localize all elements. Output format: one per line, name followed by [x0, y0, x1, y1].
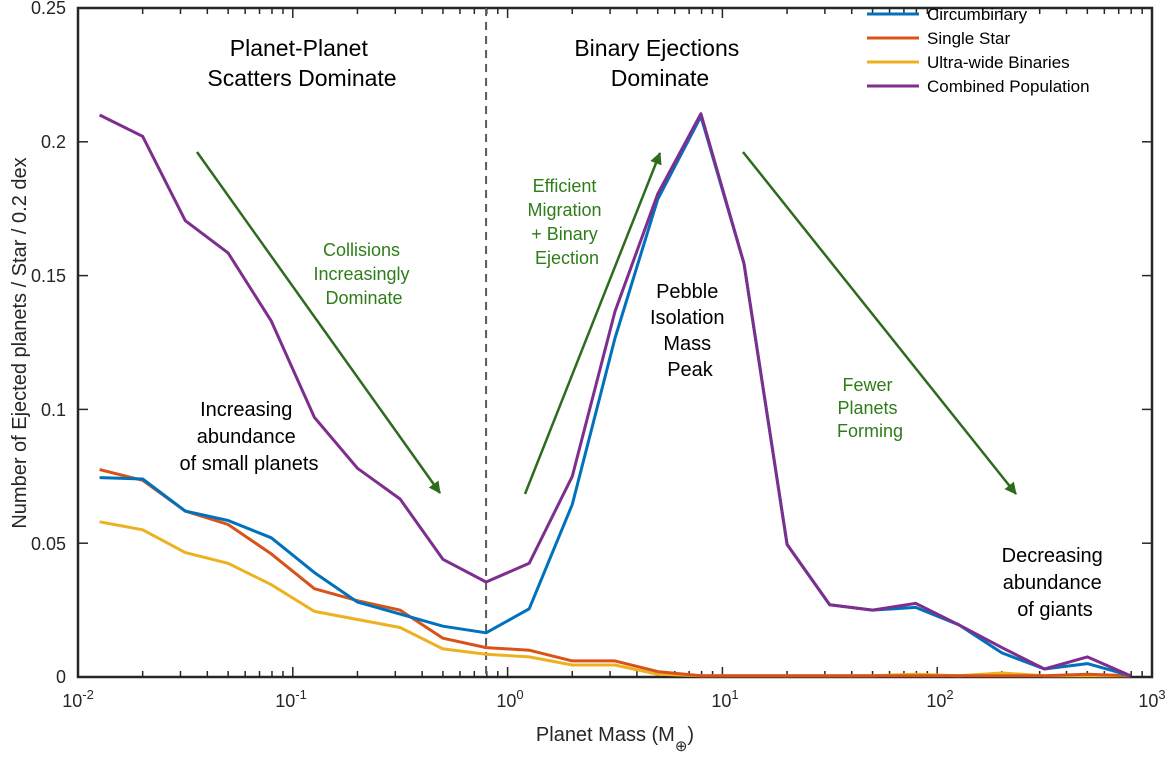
annotation-migration: Efficient Migration + Binary Ejection [527, 176, 606, 268]
x-tick-label: 103 [1138, 687, 1165, 711]
y-tick-label: 0 [56, 667, 66, 687]
x-axis-label: Planet Mass (M⊕) [536, 724, 694, 755]
series-line-combined-population [98, 112, 1132, 678]
legend-label: Combined Population [927, 77, 1090, 96]
region-title-binary: Binary Ejections Dominate [574, 35, 745, 91]
y-tick-labels: 0 0.05 0.1 0.15 0.2 0.25 [31, 0, 66, 687]
arrow-migration [523, 152, 662, 495]
annotation-fewer-planets: Fewer Planets Forming [837, 375, 903, 441]
x-tick-label: 10-1 [275, 687, 307, 711]
y-tick-label: 0.05 [31, 534, 66, 554]
series-line-ultra-wide-binaries [99, 520, 1131, 678]
series-line-single-star [99, 468, 1131, 678]
legend-label: Single Star [927, 29, 1010, 48]
x-tick-label: 100 [496, 687, 523, 711]
annotation-small-planets: Increasing abundance of small planets [180, 399, 319, 475]
x-tick-labels: 10-2 10-1 100 101 102 103 [62, 687, 1165, 711]
annotation-pebble-peak: Pebble Isolation Mass Peak [650, 281, 730, 381]
x-tick-label: 10-2 [62, 687, 94, 711]
series-layer [98, 112, 1132, 678]
x-tick-label: 101 [711, 687, 738, 711]
region-title-scatter: Planet-Planet Scatters Dominate [207, 35, 396, 91]
y-tick-label: 0.25 [31, 0, 66, 18]
plot-border [76, 6, 1154, 679]
plot-frame [76, 6, 1154, 679]
y-tick-label: 0.2 [41, 132, 66, 152]
legend-label: Circumbinary [927, 5, 1028, 24]
annotation-collisions: Collisions Increasingly Dominate [313, 240, 414, 308]
arrow-collisions [195, 151, 442, 494]
arrow-fewer-planets [742, 151, 1017, 495]
legend: Circumbinary Single Star Ultra-wide Binari… [867, 5, 1090, 96]
y-tick-label: 0.15 [31, 266, 66, 286]
y-tick-label: 0.1 [41, 400, 66, 420]
x-tick-label: 102 [926, 687, 953, 711]
annotation-giants: Decreasing abundance of giants [1002, 545, 1109, 621]
legend-label: Ultra-wide Binaries [927, 53, 1070, 72]
y-axis-label: Number of Ejected planets / Star / 0.2 d… [9, 157, 31, 528]
series-line-circumbinary [99, 114, 1131, 678]
